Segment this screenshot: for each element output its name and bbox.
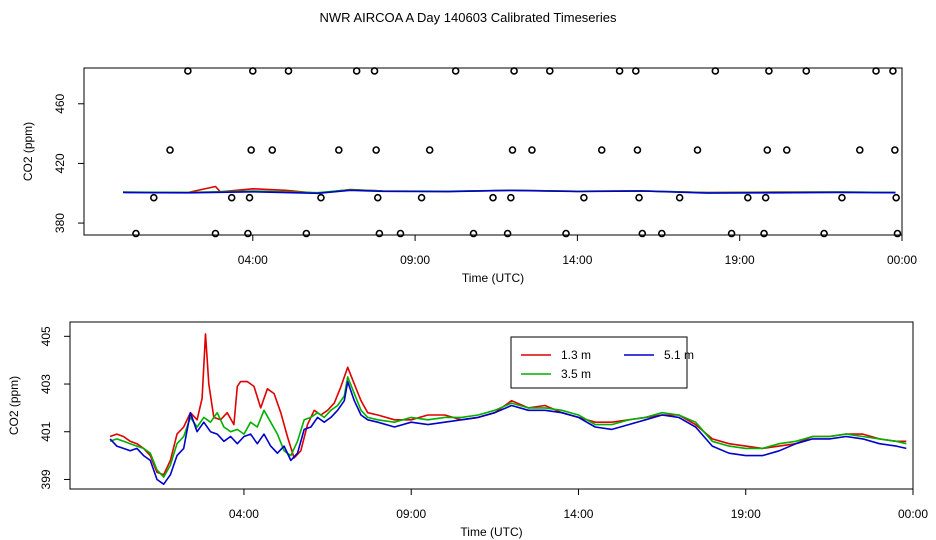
data-point <box>597 146 606 154</box>
series-line-5-1-m <box>122 189 896 195</box>
y-axis-label: CO2 (ppm) <box>21 122 35 181</box>
y-axis-label: CO2 (ppm) <box>7 376 21 435</box>
legend-label: 5.1 m <box>664 348 694 362</box>
data-point <box>633 146 642 154</box>
data-point <box>211 229 220 238</box>
data-point <box>370 67 379 75</box>
y-tick-label: 399 <box>39 469 53 489</box>
y-tick-label: 420 <box>53 153 67 173</box>
data-point <box>657 229 666 238</box>
x-tick-label: 04:00 <box>229 507 259 521</box>
data-point <box>373 193 382 202</box>
data-point <box>711 67 720 75</box>
data-point <box>302 229 311 238</box>
data-point <box>760 229 768 238</box>
data-point <box>375 229 384 238</box>
chart-title: NWR AIRCOA A Day 140603 Calibrated Times… <box>320 10 617 25</box>
bottom-panel: 04:00 09:00 14:00 19:00 00:00 399 401 403 405 Tim… <box>7 321 928 539</box>
data-point <box>248 67 257 75</box>
data-point <box>638 229 647 238</box>
x-tick-label: 09:00 <box>396 507 426 521</box>
legend-label: 3.5 m <box>561 367 591 381</box>
x-tick-label: 00:00 <box>898 507 928 521</box>
top-panel: 04:00 09:00 14:00 19:00 00:00 380 420 460 Time (… <box>21 67 917 285</box>
x-tick-label: 09:00 <box>400 253 430 267</box>
data-point <box>352 67 361 75</box>
data-point <box>765 67 773 75</box>
data-point <box>820 229 828 238</box>
y-tick-label: 403 <box>39 374 53 394</box>
data-point <box>451 67 460 75</box>
data-point <box>503 229 512 238</box>
y-tick-label: 401 <box>39 421 53 441</box>
data-point <box>872 67 880 75</box>
x-axis-label: Time (UTC) <box>460 525 522 539</box>
legend-label: 1.3 m <box>561 348 591 362</box>
x-axis-label: Time (UTC) <box>462 271 524 285</box>
series-line-5-1-m <box>109 380 907 485</box>
data-point <box>528 146 536 154</box>
x-tick-label: 00:00 <box>887 253 917 267</box>
data-point <box>489 193 497 202</box>
data-point <box>335 146 343 154</box>
plot-frame <box>69 321 914 490</box>
x-tick-label: 14:00 <box>562 253 592 267</box>
data-point <box>635 193 643 202</box>
data-point <box>727 229 736 238</box>
data-point <box>693 146 702 154</box>
x-tick-label: 14:00 <box>563 507 593 521</box>
data-point <box>227 193 236 202</box>
data-point <box>856 146 864 154</box>
data-point <box>166 146 174 154</box>
data-point <box>132 229 140 238</box>
data-point <box>632 67 640 75</box>
legend: 1.3 m 5.1 m 3.5 m <box>510 336 694 389</box>
data-point <box>763 146 772 154</box>
data-point <box>893 229 902 238</box>
data-point <box>546 67 554 75</box>
y-tick-label: 380 <box>53 213 67 233</box>
data-point <box>244 229 252 238</box>
y-tick-label: 460 <box>53 93 67 113</box>
data-point <box>268 146 277 154</box>
legend-box <box>510 336 688 389</box>
data-point <box>396 229 405 238</box>
data-point <box>802 67 811 75</box>
plot-frame <box>83 67 903 236</box>
data-point <box>562 229 570 238</box>
data-point <box>469 229 478 238</box>
data-point <box>675 193 684 202</box>
x-tick-label: 19:00 <box>731 507 761 521</box>
data-point <box>507 193 515 202</box>
data-point <box>425 146 434 154</box>
data-point <box>417 193 426 202</box>
data-point <box>838 193 846 202</box>
data-point <box>317 193 325 202</box>
data-point <box>892 193 900 202</box>
data-point <box>891 146 899 154</box>
data-point <box>247 146 255 154</box>
x-tick-label: 04:00 <box>238 253 268 267</box>
data-point <box>184 67 192 75</box>
data-point <box>744 193 752 202</box>
data-point <box>372 146 380 154</box>
data-point <box>782 146 791 154</box>
data-point <box>580 193 588 202</box>
data-point <box>889 67 897 75</box>
data-point <box>615 67 624 75</box>
data-point <box>284 67 293 75</box>
data-point <box>245 193 254 202</box>
y-tick-label: 405 <box>39 326 53 346</box>
series-line-3-5-m <box>109 376 907 478</box>
data-point <box>510 67 518 75</box>
data-point <box>761 193 770 202</box>
data-point <box>149 193 158 202</box>
data-point <box>508 146 517 154</box>
x-tick-label: 19:00 <box>725 253 755 267</box>
